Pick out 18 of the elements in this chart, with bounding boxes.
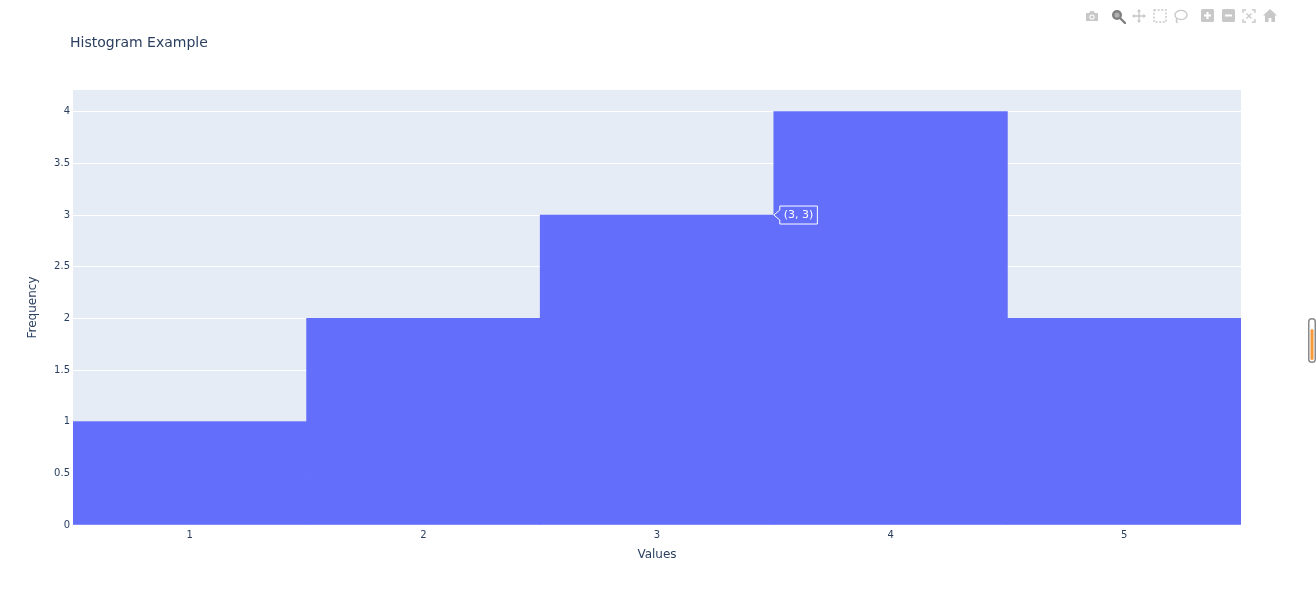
x-tick-label: 2 bbox=[420, 528, 427, 540]
y-tick-label: 2.5 bbox=[54, 260, 70, 272]
y-tick-label: 3 bbox=[63, 208, 70, 220]
y-tick-label: 1 bbox=[63, 415, 70, 427]
x-axis-title: Values bbox=[637, 546, 677, 561]
x-tick-label: 5 bbox=[1121, 528, 1128, 540]
x-tick-label: 1 bbox=[186, 528, 193, 540]
chart-title: Histogram Example bbox=[70, 34, 208, 50]
x-tick-label: 4 bbox=[887, 528, 894, 540]
annotation: (3, 3) bbox=[783, 208, 814, 222]
y-tick-label: 1.5 bbox=[54, 363, 70, 375]
y-tick-label: 0 bbox=[63, 518, 70, 530]
y-tick-label: 2 bbox=[63, 311, 70, 323]
y-tick-label: 3.5 bbox=[54, 156, 70, 168]
y-tick-label: 0.5 bbox=[54, 466, 70, 478]
y-tick-label: 4 bbox=[63, 105, 70, 117]
x-tick-label: 3 bbox=[653, 528, 661, 540]
y-axis-title: Frequency bbox=[25, 276, 40, 339]
